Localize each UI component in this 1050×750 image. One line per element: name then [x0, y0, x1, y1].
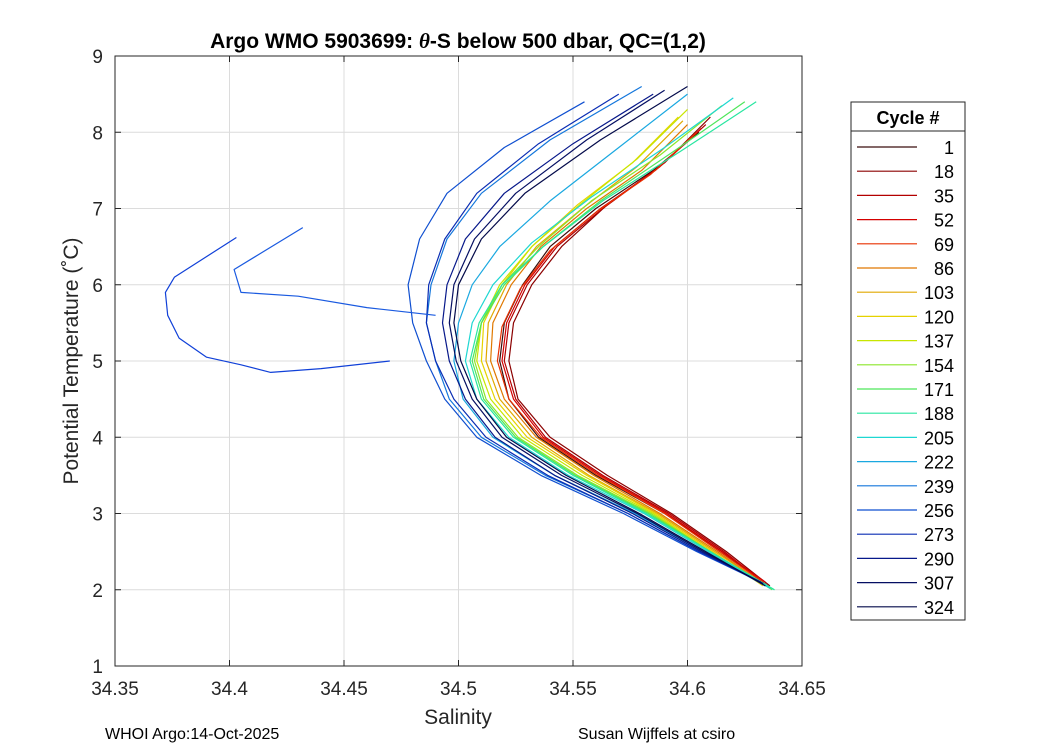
- legend-label: 69: [934, 235, 954, 255]
- legend-label: 86: [934, 259, 954, 279]
- legend-label: 120: [924, 307, 954, 327]
- series-lines: [164, 85, 775, 591]
- legend-label: 18: [934, 162, 954, 182]
- x-tick-label: 34.45: [320, 679, 368, 700]
- y-tick-label: 7: [92, 200, 103, 221]
- footer-left: WHOI Argo:14-Oct-2025: [105, 726, 280, 743]
- series-line-307: [448, 89, 764, 585]
- x-axis-label: Salinity: [424, 706, 492, 729]
- series-line-171: [471, 101, 773, 591]
- legend-label: 137: [924, 332, 954, 352]
- series-line-256: [407, 101, 762, 583]
- legend-label: 154: [924, 356, 954, 376]
- series-line-188: [469, 101, 775, 591]
- chart-title: Argo WMO 5903699: θ-S below 500 dbar, QC…: [210, 29, 706, 53]
- series-line-120: [480, 116, 764, 587]
- legend: Cycle # 1 18 35 52 69 86 103 120 137 154 171 188 205…: [850, 101, 966, 621]
- series-line-154: [473, 105, 771, 589]
- x-tick-label: 34.6: [669, 679, 706, 700]
- legend-label: 52: [934, 211, 954, 231]
- legend-label: 256: [924, 501, 954, 521]
- legend-label: 307: [924, 574, 954, 594]
- series-line-273: [425, 93, 762, 583]
- legend-label: 35: [934, 186, 954, 206]
- legend-label: 205: [924, 428, 954, 448]
- series-line-205: [464, 97, 771, 589]
- x-tick-label: 34.5: [440, 679, 477, 700]
- series-line-69: [496, 131, 764, 583]
- y-axis-label: Potential Temperature (˚C): [60, 237, 83, 484]
- series-line-239: [425, 85, 764, 585]
- series-line-outlier-hook: [233, 227, 436, 316]
- y-tick-label: 3: [92, 505, 103, 526]
- legend-label: 188: [924, 404, 954, 424]
- series-line-222: [453, 93, 766, 587]
- legend-label: 222: [924, 453, 954, 473]
- y-tick-label: 4: [92, 428, 103, 449]
- grid: [115, 56, 802, 666]
- y-tick-label: 2: [92, 581, 103, 602]
- series-line-35: [503, 124, 768, 587]
- series-line-1: [499, 131, 768, 587]
- series-line-290: [441, 93, 764, 585]
- legend-label: 239: [924, 477, 954, 497]
- legend-items: 1 18 35 52 69 86 103 120 137 154 171 188 205 222 239 25…: [857, 138, 954, 618]
- legend-label: 103: [924, 283, 954, 303]
- y-tick-label: 9: [92, 47, 103, 68]
- legend-label: 324: [924, 598, 954, 618]
- y-tick-label: 5: [92, 352, 103, 373]
- x-tick-label: 34.4: [211, 679, 248, 700]
- series-line-324: [453, 85, 766, 587]
- legend-title: Cycle #: [876, 108, 939, 128]
- legend-label: 273: [924, 525, 954, 545]
- series-line-137: [476, 108, 766, 587]
- y-tick-label: 1: [92, 657, 103, 678]
- x-tick-label: 34.35: [91, 679, 139, 700]
- x-tick-label: 34.55: [549, 679, 597, 700]
- legend-label: 171: [924, 380, 954, 400]
- footer-right: Susan Wijffels at csiro: [578, 726, 736, 743]
- legend-label: 290: [924, 549, 954, 569]
- y-tick-label: 6: [92, 276, 103, 297]
- y-tick-label: 8: [92, 123, 103, 144]
- series-line-86: [490, 124, 762, 583]
- x-tick-label: 34.65: [778, 679, 826, 700]
- legend-label: 1: [944, 138, 954, 158]
- series-line-outlier-west: [164, 236, 390, 373]
- axes-ticks: 34.35 34.4 34.45 34.5 34.55 34.6 34.65 1 2 3 4 5 6 7 8…: [91, 47, 826, 700]
